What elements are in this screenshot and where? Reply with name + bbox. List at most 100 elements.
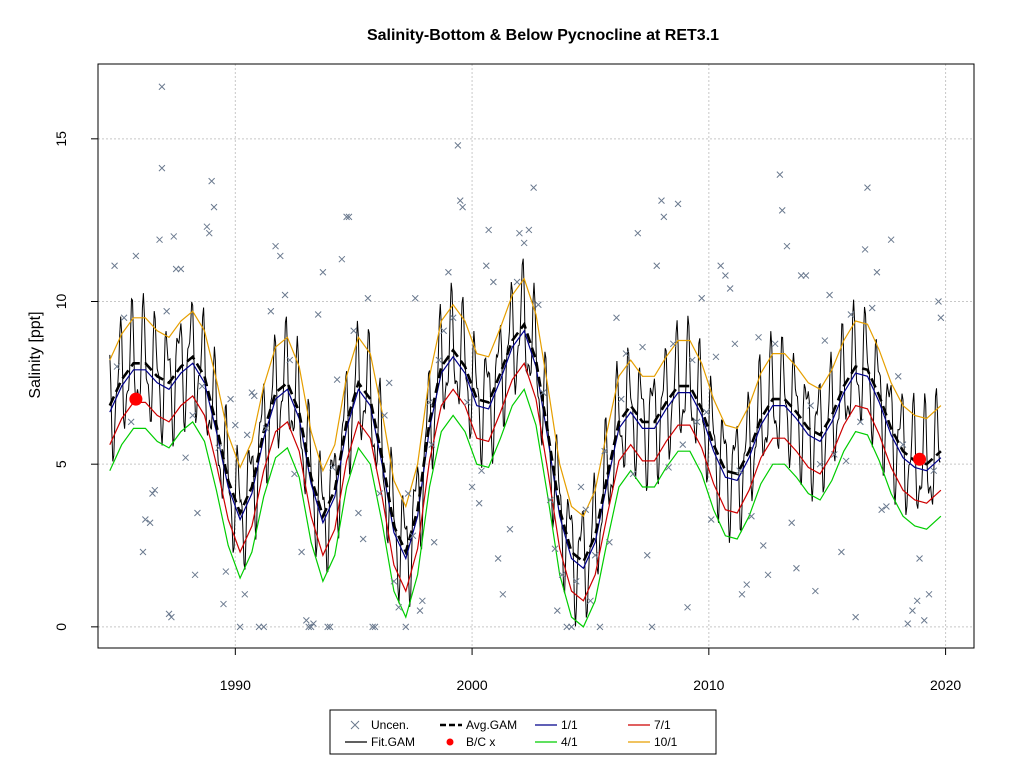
uncen-point [364,294,372,302]
uncen-point [435,356,443,364]
uncen-point [513,278,521,286]
uncen-point [658,197,665,204]
uncen-point [151,486,159,494]
uncen-point [371,623,379,631]
series-7-1-line [109,362,942,602]
uncen-point [816,460,824,468]
y-axis-label: Salinity [ppt] [27,311,44,398]
uncen-point [582,506,590,514]
uncen-point [490,278,497,286]
uncen-point [916,555,923,562]
uncen-point [478,467,485,475]
uncen-point [506,525,514,533]
uncen-point [324,623,332,631]
uncen-point [227,395,234,403]
uncen-point [236,623,244,631]
uncen-point [717,262,725,270]
uncen-point [925,590,933,598]
uncen-point [208,177,215,185]
uncen-point [191,571,199,579]
uncen-point [669,340,677,348]
y-tick-label: 0 [53,623,69,631]
legend-label-bc: B/C x [466,735,495,749]
uncen-point [920,616,928,624]
uncen-point [894,372,902,380]
uncen-point [445,268,452,276]
grid-lines [98,64,974,648]
uncen-point [168,613,175,621]
uncen-point [281,291,289,299]
uncen-point [156,236,163,244]
uncen-point [821,337,829,344]
uncen-point [776,171,784,178]
uncen-point [426,399,433,406]
uncen-point [198,382,206,390]
uncen-point [302,616,310,624]
uncen-point [449,314,457,322]
uncen-point [587,597,594,605]
uncen-point [345,213,353,221]
uncen-point [194,509,201,517]
uncen-point [111,262,118,270]
uncen-point [887,236,895,244]
uncen-point [802,272,810,279]
uncen-point [707,516,715,523]
uncen-point [883,503,890,510]
uncen-point [755,333,762,341]
uncen-point [535,301,542,309]
series-10-1-line [109,277,942,518]
legend-symbol-uncen [350,720,360,730]
uncen-point [622,350,630,357]
uncen-point [764,571,772,579]
uncen-point [852,613,859,621]
uncen-point [838,548,845,556]
fit-gam-line [109,258,941,627]
uncen-point [243,431,251,439]
uncen-point [520,239,528,247]
uncen-points-layer [111,83,945,631]
uncen-point [909,607,916,614]
uncen-point [326,623,334,631]
uncen-point [904,620,912,627]
uncen-point [591,551,599,559]
uncen-point [203,223,211,231]
legend-box [329,709,717,755]
uncen-point [310,620,317,627]
uncen-point [861,246,869,253]
uncen-point [726,285,734,292]
uncen-point [262,425,270,432]
uncen-point [783,242,791,250]
uncen-point [553,607,561,614]
series-layer [108,258,942,628]
uncen-point [127,418,135,426]
uncen-point [674,200,682,208]
uncen-point [404,490,412,497]
uncen-point [210,203,218,211]
uncen-point [319,268,327,276]
uncen-point [182,454,189,462]
uncen-point [222,568,230,575]
uncen-point [158,164,166,172]
uncen-point [376,490,384,497]
uncen-point [120,314,128,322]
uncen-point [113,363,121,370]
uncen-point [430,538,438,546]
y-tick-label: 10 [53,294,69,310]
x-tick-label: 2020 [930,677,961,693]
uncen-point [873,268,881,276]
uncen-point [381,412,388,419]
uncen-point [899,441,907,449]
uncen-point [572,577,580,585]
uncen-point [830,451,838,458]
uncen-point [693,418,701,426]
uncen-point [428,441,436,449]
uncen-point [402,623,410,631]
uncen-point [606,538,613,546]
uncen-point [454,141,462,149]
legend-label-s4_1: 4/1 [561,735,578,749]
uncen-point [350,327,358,335]
uncen-point [369,623,376,631]
uncen-point [440,327,448,335]
uncen-point [314,311,322,318]
uncen-point [139,548,147,556]
